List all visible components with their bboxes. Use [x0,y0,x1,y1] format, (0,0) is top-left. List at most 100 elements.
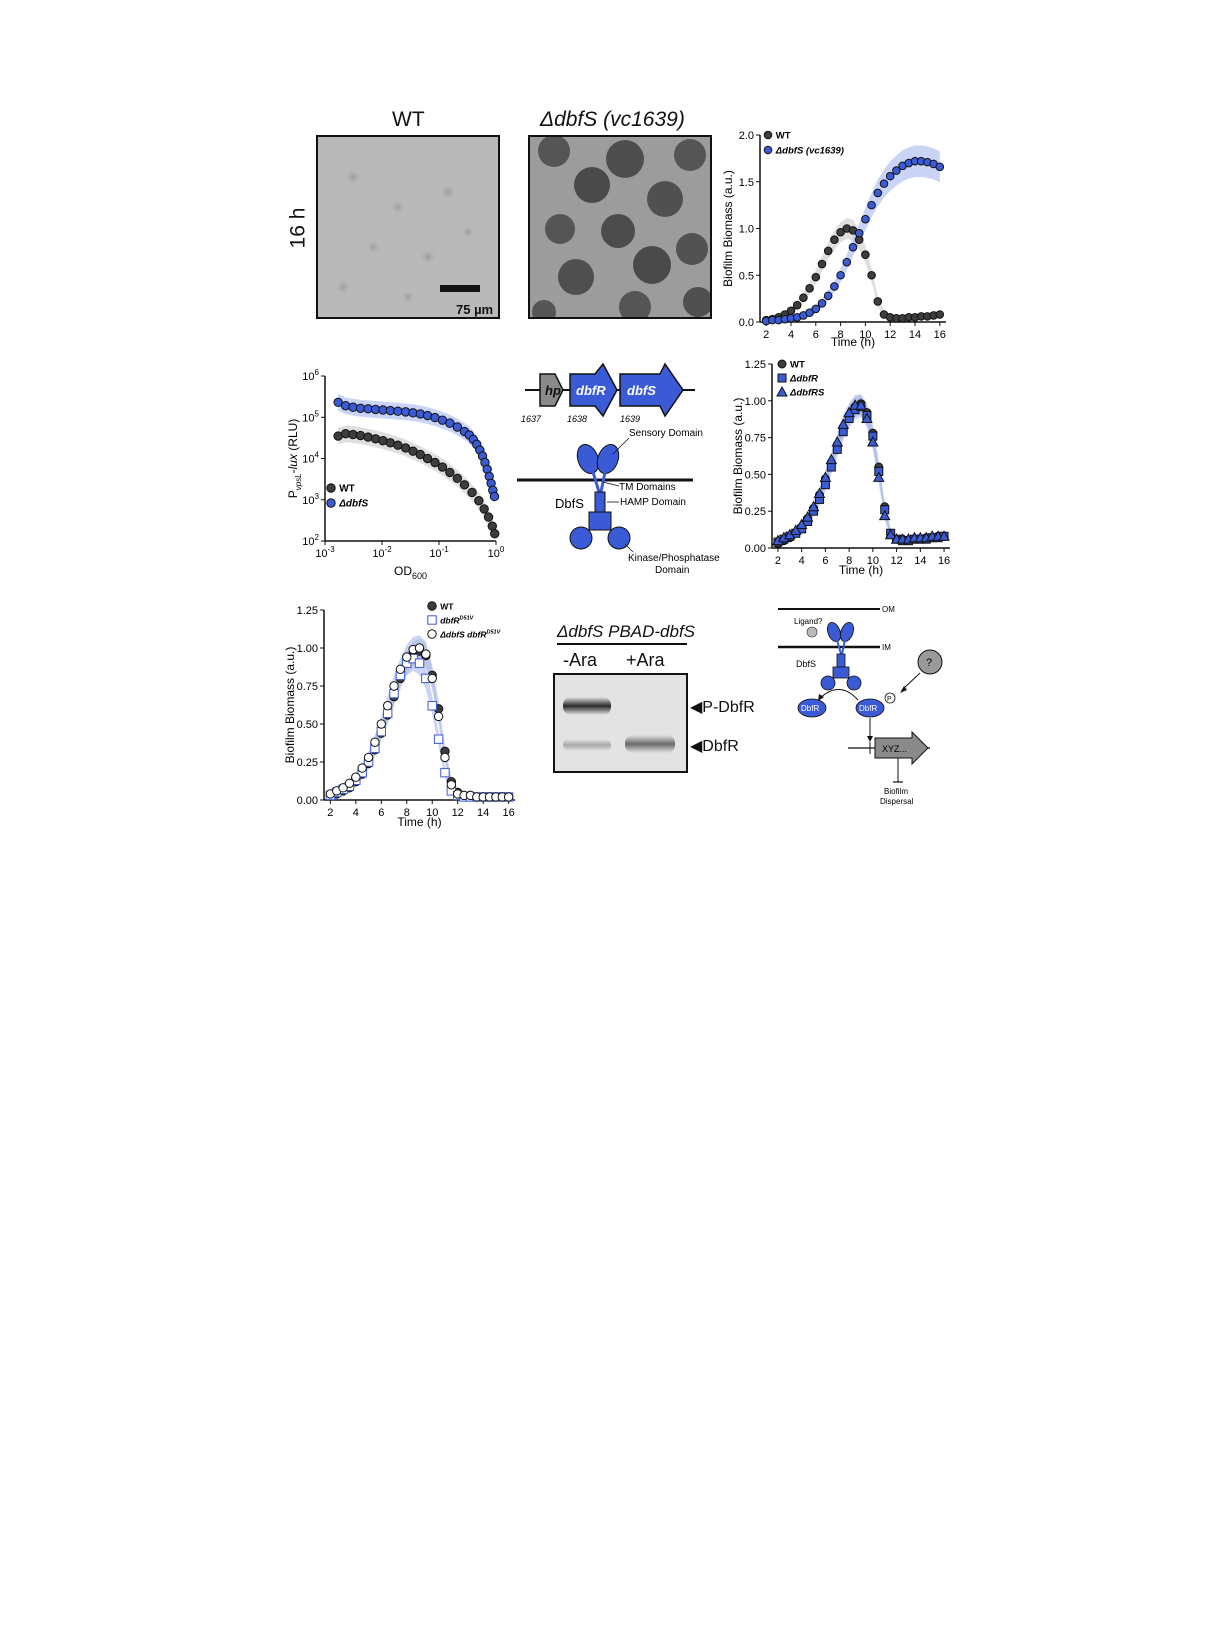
legend-marker [427,601,437,611]
data-point [433,734,444,744]
scale-label: 75 µm [456,302,494,317]
dbfs-label: DbfS [796,659,816,669]
x-tick-label: 16 [934,329,946,341]
data-point [395,664,406,674]
x-tick-label: 16 [503,807,515,819]
data-point [489,491,500,502]
data-point [503,792,514,802]
y-tick-label: 1.5 [739,177,754,189]
data-point [483,512,494,522]
x-tick-label: 6 [822,555,828,567]
data-point [805,284,814,293]
y-tick-label: 1.0 [739,224,754,236]
y-tick-label: 103 [302,492,319,507]
dbfr-phosphorylated [855,698,885,718]
data-point [376,719,387,729]
target-gene-label: XYZ... [882,744,907,754]
x-tick-label: 2 [763,329,769,341]
x-tick-label: 8 [846,555,852,567]
x-tick-label: 10 [426,807,438,819]
data-point [831,435,844,447]
legend-marker [427,629,437,639]
x-axis-label: Time (h) [831,335,875,349]
data-point [820,480,830,490]
y-tick-label: 105 [302,409,319,424]
x-tick-label: 4 [799,555,805,567]
legend-label: ΔdbfS dbfRD51V [439,630,501,640]
x-tick-label: 12 [890,555,902,567]
legend-label: WT [790,360,805,371]
legend-marker [427,615,437,625]
data-point [452,473,463,484]
gene-hp-number: 1637 [521,414,542,424]
legend-label: ΔdbfRS [789,388,825,399]
legend-marker [776,385,788,397]
data-point [807,500,820,512]
y-tick-label: 1.25 [745,359,766,371]
data-point [430,457,440,468]
data-point [467,487,477,498]
data-point [861,412,873,423]
data-point [789,524,802,535]
legend-marker [777,373,787,383]
data-point [884,528,897,540]
hamp-domain [594,491,606,513]
data-point [344,778,355,788]
mutant-title: ΔdbfS (vc1639) [540,108,685,131]
protein-label: DbfS [555,496,584,511]
x-tick-label: 12 [884,329,896,341]
data-point [446,780,457,790]
data-point [799,293,808,302]
y-tick-label: 2.0 [739,130,754,142]
x-axis-label: Time (h) [839,563,883,577]
y-tick-label: 0.00 [297,795,318,807]
y-tick-label: 102 [302,533,319,548]
x-tick-label: 10 [867,555,879,567]
data-point [427,673,437,684]
data-point [848,242,858,252]
wt-micrograph [316,135,500,319]
data-point [838,427,848,437]
y-tick-label: 0.50 [297,719,318,731]
band-dbfr-minus-ara [563,739,611,751]
legend-marker [326,483,336,493]
lane-minus-ara: -Ara [563,650,598,670]
legend-marker [326,498,336,508]
data-point [487,521,497,531]
y-tick-label: 104 [302,451,319,466]
legend-label: ΔdbfS (vc1639) [775,146,844,157]
data-point [811,304,821,314]
y-axis-label: PvpsL-lux (RLU) [286,419,303,499]
band-label-p-dbfr: ◀P-DbfR [690,699,755,716]
legend-marker [763,145,773,155]
x-tick-label: 10 [859,329,871,341]
data-point [792,300,802,310]
y-tick-label: 0.75 [297,681,318,693]
gene-dbfr-number: 1638 [567,414,587,424]
data-point [440,767,450,778]
kinase-domain-left [569,526,593,550]
sensory-domain-right [596,443,620,475]
data-point [879,179,889,188]
series-band [338,393,495,505]
x-tick-label: 12 [452,807,464,819]
wt-micrograph-texture [335,168,480,304]
target-gene-arrow [874,730,929,766]
data-point [445,467,455,478]
legend-marker [763,130,773,140]
y-tick-label: 106 [302,368,319,383]
gene-hp-label: hp [545,383,561,398]
y-axis-label: Biofilm Biomass (a.u.) [731,398,745,515]
data-point [452,422,463,432]
data-point [867,435,879,447]
im-label: IM [882,643,891,652]
data-point [872,471,885,482]
gene-dbfs-arrow [619,362,684,418]
x-tick-label: 2 [327,807,333,819]
data-point [490,529,500,539]
blot-frame [553,673,688,773]
dhp-domain [588,511,612,531]
data-point [414,643,425,653]
data-point [837,418,850,429]
band-p-dbfr-minus-ara [563,697,611,715]
